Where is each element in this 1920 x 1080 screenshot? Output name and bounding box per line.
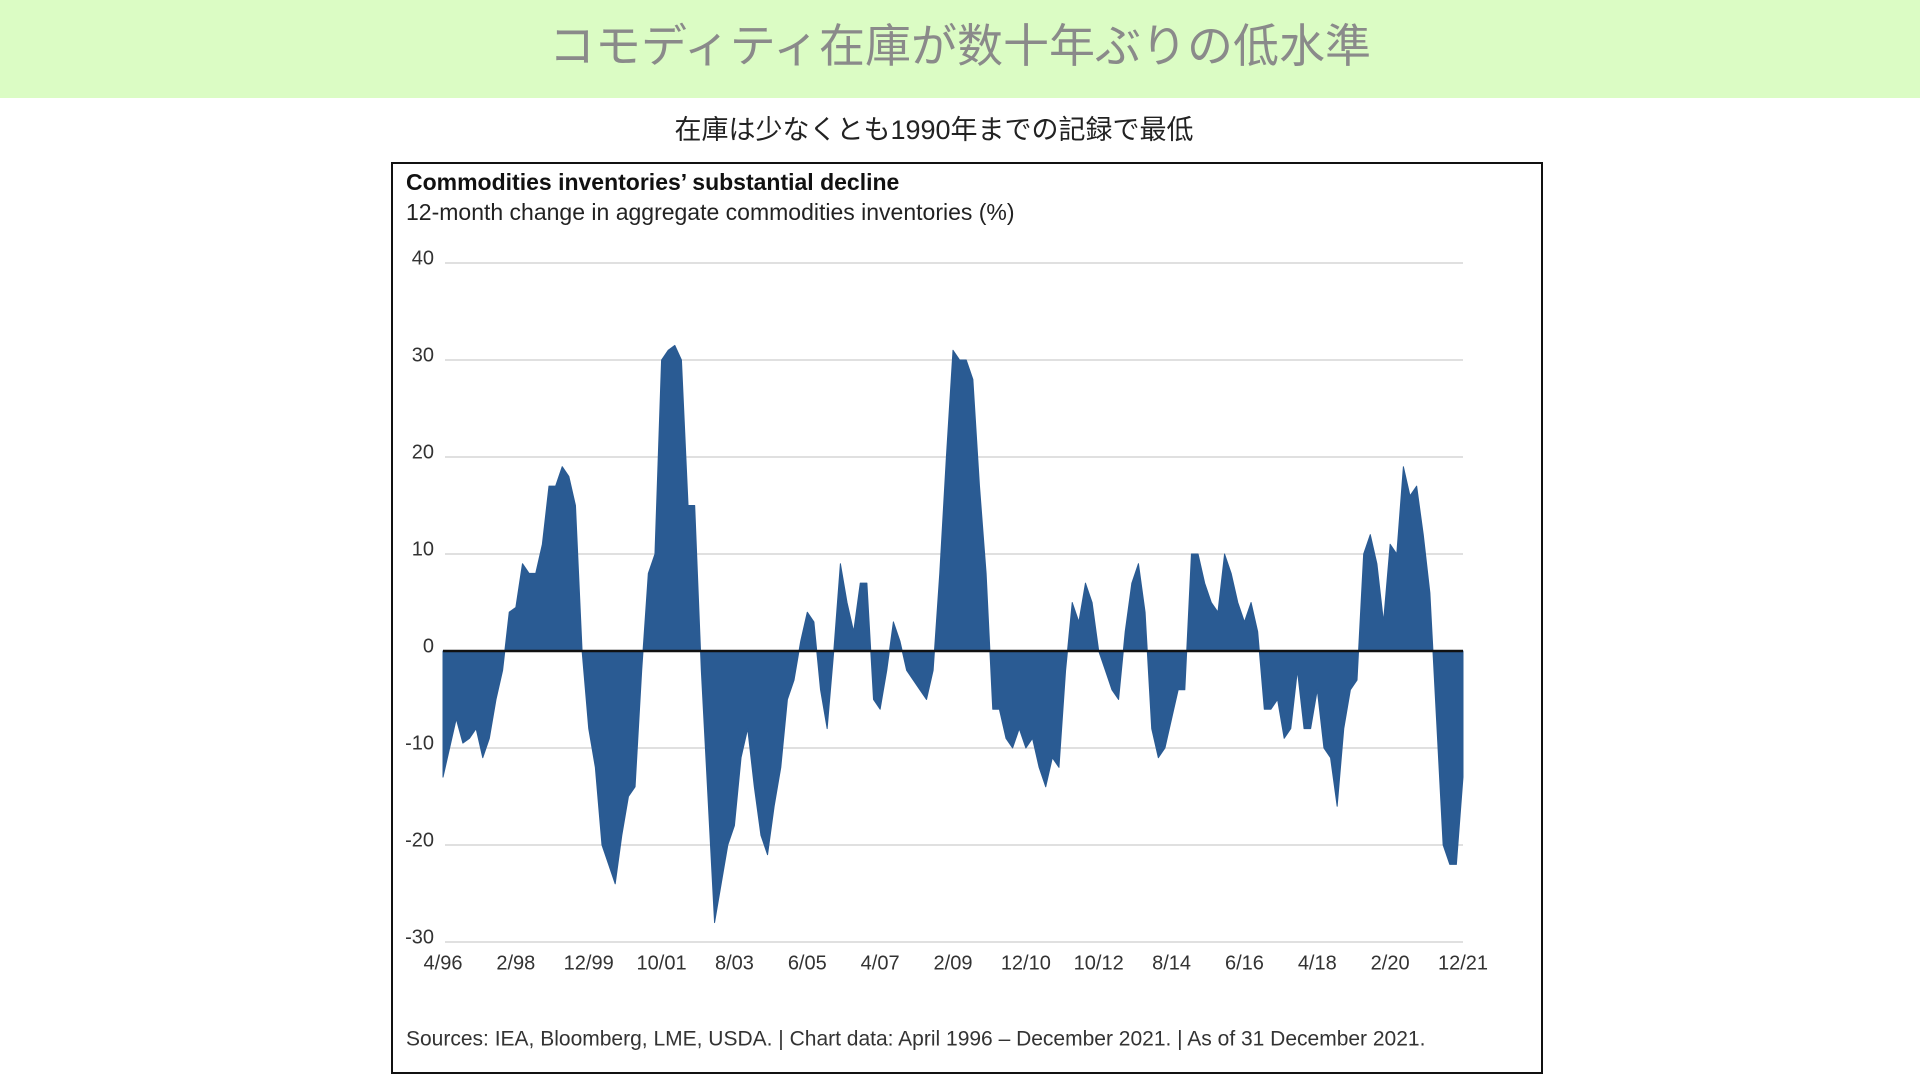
x-tick-label: 8/14 <box>1152 952 1191 974</box>
y-tick-label: -10 <box>405 732 434 754</box>
y-tick-label: 40 <box>412 247 434 269</box>
x-tick-label: 10/01 <box>637 952 687 974</box>
x-tick-label: 12/99 <box>564 952 614 974</box>
x-tick-label: 4/96 <box>424 952 463 974</box>
y-tick-label: 30 <box>412 344 434 366</box>
y-tick-label: -20 <box>405 829 434 851</box>
chart-note: Sources: IEA, Bloomberg, LME, USDA. | Ch… <box>406 1028 1425 1051</box>
y-tick-label: 0 <box>423 635 434 657</box>
x-tick-label: 4/18 <box>1298 952 1337 974</box>
chart-title: Commodities inventories’ substantial dec… <box>406 169 899 195</box>
x-tick-label: 12/21 <box>1438 952 1488 974</box>
x-tick-label: 6/05 <box>788 952 827 974</box>
x-tick-label: 4/07 <box>861 952 900 974</box>
page-title: コモディティ在庫が数十年ぶりの低水準 <box>549 20 1371 72</box>
y-tick-label: 10 <box>412 538 434 560</box>
x-tick-label: 2/98 <box>496 952 535 974</box>
x-tick-label: 6/16 <box>1225 952 1264 974</box>
x-tick-label: 12/10 <box>1001 952 1051 974</box>
y-tick-label: -30 <box>405 926 434 948</box>
x-tick-label: 2/20 <box>1371 952 1410 974</box>
x-tick-label: 10/12 <box>1074 952 1124 974</box>
chart-subtitle: 12-month change in aggregate commodities… <box>406 199 1015 225</box>
x-tick-label: 8/03 <box>715 952 754 974</box>
area <box>442 344 1464 924</box>
chart-frame <box>391 162 1543 1074</box>
x-tick-label: 2/09 <box>934 952 973 974</box>
page-subtitle: 在庫は少なくとも1990年までの記録で最低 <box>674 115 1193 145</box>
title-band <box>0 0 1920 98</box>
y-tick-label: 20 <box>412 441 434 463</box>
